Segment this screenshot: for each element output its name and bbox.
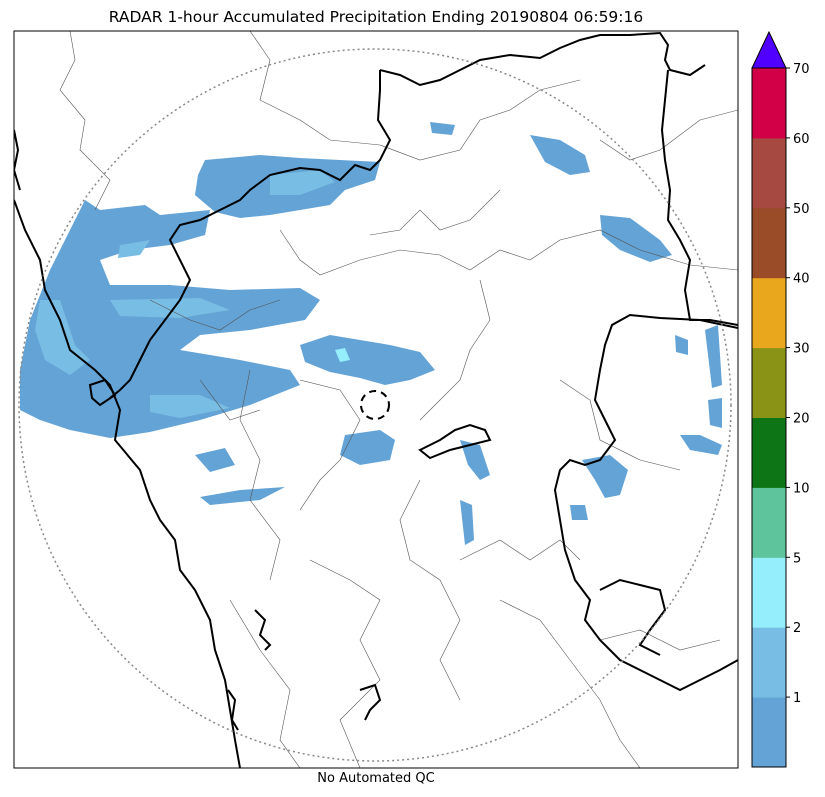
state-boundary-west-inset (88, 378, 117, 407)
precipitation-echoes (20, 122, 722, 545)
radar-range-ring (18, 48, 732, 762)
district-line (399, 479, 461, 701)
precip-area-east-5 (460, 500, 474, 545)
state-boundary-west (109, 70, 392, 399)
precip-area-east-4 (680, 435, 722, 455)
state-boundary-west-top (14, 129, 21, 191)
state-boundary-south-2 (359, 683, 382, 721)
district-line (499, 599, 641, 768)
district-line (599, 109, 738, 161)
colorbar-segment (752, 417, 786, 488)
colorbar-segment (752, 487, 786, 558)
colorbar-segment (752, 68, 786, 139)
precip-area-northeast-2 (600, 215, 672, 262)
map-frame (13, 30, 739, 769)
precip-area-northeast-3 (430, 122, 455, 135)
precip-area-south-central (340, 430, 395, 465)
district-line (599, 629, 721, 651)
colorbar-extend-arrow (751, 30, 787, 69)
colorbar-tick-label: 20 (793, 412, 810, 427)
district-line (239, 369, 281, 581)
precip-area-west-light4 (150, 395, 230, 418)
precip-area-west-band (20, 200, 320, 438)
precip-area-east-1 (460, 440, 490, 480)
district-line (379, 79, 581, 161)
district-line (309, 559, 381, 768)
district-line (529, 229, 738, 271)
precip-area-center-cells (300, 335, 435, 385)
colorbar-segment (752, 627, 786, 698)
district-line (229, 599, 301, 768)
district-line (279, 229, 531, 276)
state-boundary-south-1 (254, 609, 272, 651)
precip-area-southwest-streak (200, 487, 285, 505)
precip-area-north-light (270, 170, 335, 195)
colorbar-segment (752, 557, 786, 628)
precip-area-west-light2 (110, 298, 230, 318)
precip-area-southwest-small (195, 448, 235, 472)
colorbar-segment (752, 347, 786, 418)
colorbar-tick-label: 60 (793, 132, 810, 147)
colorbar-segment (752, 277, 786, 349)
precip-area-east-6 (570, 505, 588, 520)
colorbar-tick-label: 50 (793, 202, 810, 217)
precip-area-east-8 (675, 335, 688, 355)
state-boundary-east-2 (599, 578, 667, 656)
coastline (14, 199, 241, 768)
colorbar-segment (752, 207, 786, 279)
precip-area-northeast-1 (530, 135, 590, 175)
map-title: RADAR 1-hour Accumulated Precipitation E… (108, 8, 644, 26)
colorbar-outline (751, 67, 787, 768)
colorbar-tick-label: 5 (793, 551, 801, 566)
qc-caption: No Automated QC (317, 771, 435, 786)
state-boundary-north (379, 31, 706, 87)
district-line (199, 379, 261, 421)
state-boundary-enclave (418, 423, 492, 460)
colorbar-tick-label: 30 (793, 342, 810, 357)
colorbar-tick-label: 70 (793, 62, 810, 77)
colorbar-tick-label: 40 (793, 272, 810, 287)
precip-area-center-moderate (335, 348, 350, 362)
district-line (459, 539, 581, 561)
precip-area-west-light3 (118, 240, 150, 258)
district-line (559, 379, 681, 471)
district-line (299, 379, 361, 511)
precip-area-east-7 (708, 398, 722, 428)
district-line (369, 189, 501, 236)
precip-area-east-3 (705, 325, 722, 388)
precip-area-east-2 (582, 455, 628, 498)
state-boundary-south-3 (227, 689, 239, 731)
state-boundaries (14, 31, 738, 768)
colorbar-tick-label: 10 (793, 481, 810, 496)
district-line (419, 279, 491, 421)
colorbar-tick-label: 2 (793, 621, 801, 636)
district-line (249, 31, 381, 146)
state-boundary-east (553, 313, 738, 692)
district-line (59, 31, 111, 211)
district-line (149, 299, 281, 331)
radar-site-marker (360, 390, 390, 420)
colorbar-tick-label: 1 (793, 691, 801, 706)
district-boundaries (59, 31, 738, 768)
colorbar-segment (752, 697, 786, 768)
colorbar-segment (752, 137, 786, 209)
